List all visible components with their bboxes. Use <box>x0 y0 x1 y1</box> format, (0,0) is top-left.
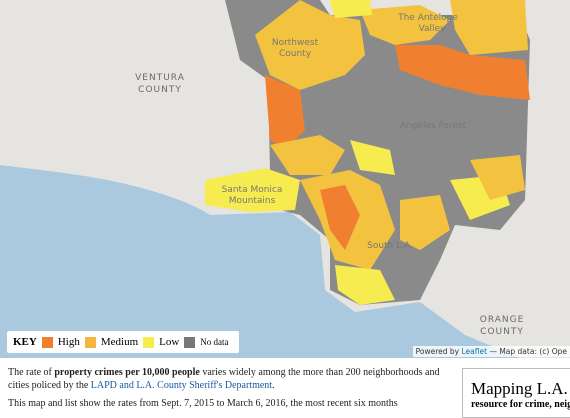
map-label: COUNTY <box>138 85 182 95</box>
key-label: High <box>57 336 80 348</box>
region-medium <box>450 0 528 55</box>
attribution: Powered by Leaflet — Map data: (c) Ope <box>412 346 570 357</box>
region-medium <box>255 0 365 90</box>
key-swatch <box>184 336 196 348</box>
map-label: ORANGE <box>480 315 525 325</box>
sidebar: Mapping L.A. resource for crime, neig <box>462 368 570 418</box>
region-medium <box>400 195 450 250</box>
map-label: Santa Monica <box>222 185 283 195</box>
link[interactable]: LAPD and L.A. County Sheriff's Departmen… <box>90 380 273 391</box>
region-high <box>320 185 360 250</box>
key-swatch <box>84 336 96 348</box>
key-label: Low <box>159 336 180 348</box>
text: The rate of <box>8 367 55 378</box>
map-label: South L.A. <box>367 241 413 251</box>
bold-text: property crimes per 10,000 people <box>54 367 200 378</box>
attribution-link[interactable]: Leaflet <box>461 347 488 356</box>
key-title: KEY <box>13 336 37 348</box>
map-label: The Antelope <box>397 13 458 23</box>
region-medium <box>360 5 450 45</box>
region-low <box>330 0 372 18</box>
key-swatch <box>41 336 53 348</box>
attribution-text: Powered by <box>415 347 460 356</box>
key-label: No data <box>200 337 229 347</box>
sidebar-title: Mapping L.A. <box>471 379 568 398</box>
region-low <box>205 168 300 212</box>
text: This map and list show the rates from Se… <box>8 398 398 409</box>
text: varies widely among the more than 200 ne… <box>8 367 440 391</box>
map-label: VENTURA <box>135 73 185 83</box>
region-high <box>395 45 530 100</box>
text: . <box>272 380 275 391</box>
map-label: Valley <box>419 24 447 34</box>
key-label: Medium <box>100 336 139 348</box>
paragraph: This map and list show the rates from Se… <box>8 397 458 410</box>
map-label: Angeles Forest <box>400 121 467 131</box>
sidebar-subtitle: resource for crime, neig <box>471 399 570 410</box>
ocean <box>0 165 520 358</box>
map-label: Mountains <box>229 196 276 206</box>
region-medium <box>270 135 345 175</box>
map-key: KEY High Medium Low No data <box>7 331 239 353</box>
map-label: County <box>279 49 312 59</box>
region-medium <box>470 155 525 200</box>
map[interactable]: VENTURA COUNTY Northwest County The Ante… <box>0 0 570 358</box>
region-high <box>265 75 305 150</box>
map-label: Northwest <box>272 38 319 48</box>
map-label: COUNTY <box>480 327 524 337</box>
region-low <box>335 265 395 305</box>
paragraph: The rate of property crimes per 10,000 p… <box>8 366 458 392</box>
key-swatch <box>143 336 155 348</box>
attribution-text: — Map data: (c) Ope <box>489 347 567 356</box>
region-low <box>350 140 395 175</box>
